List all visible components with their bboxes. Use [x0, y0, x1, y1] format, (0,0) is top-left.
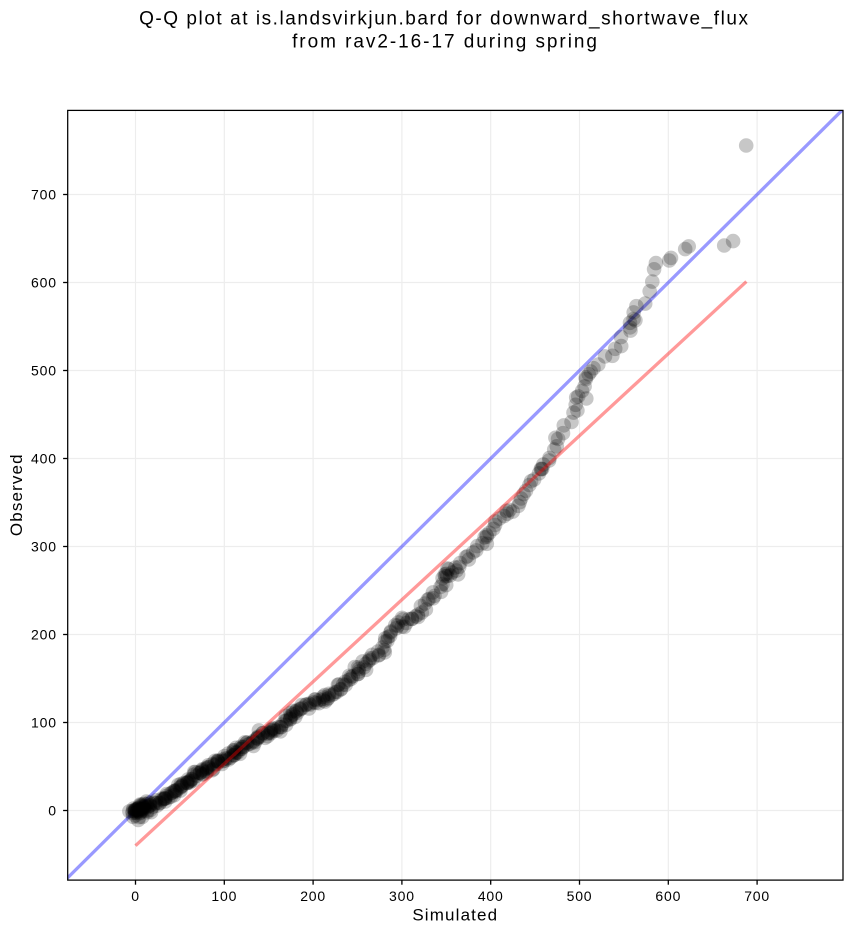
svg-text:500: 500: [31, 362, 57, 378]
svg-text:0: 0: [131, 888, 140, 904]
svg-text:from rav2-16-17 during spring: from rav2-16-17 during spring: [292, 32, 599, 53]
svg-text:700: 700: [31, 186, 57, 202]
svg-text:200: 200: [300, 888, 326, 904]
svg-text:600: 600: [31, 274, 57, 290]
svg-text:400: 400: [31, 450, 57, 466]
svg-text:300: 300: [389, 888, 415, 904]
svg-text:200: 200: [31, 626, 57, 642]
svg-text:0: 0: [48, 802, 57, 818]
svg-text:500: 500: [567, 888, 593, 904]
svg-text:300: 300: [31, 538, 57, 554]
svg-text:Simulated: Simulated: [412, 906, 498, 925]
svg-text:Observed: Observed: [7, 453, 26, 536]
svg-text:100: 100: [211, 888, 237, 904]
svg-text:600: 600: [655, 888, 681, 904]
svg-text:Q-Q plot at is.landsvirkjun.ba: Q-Q plot at is.landsvirkjun.bard for dow…: [139, 9, 749, 30]
svg-text:700: 700: [744, 888, 770, 904]
svg-text:400: 400: [478, 888, 504, 904]
svg-text:100: 100: [31, 714, 57, 730]
